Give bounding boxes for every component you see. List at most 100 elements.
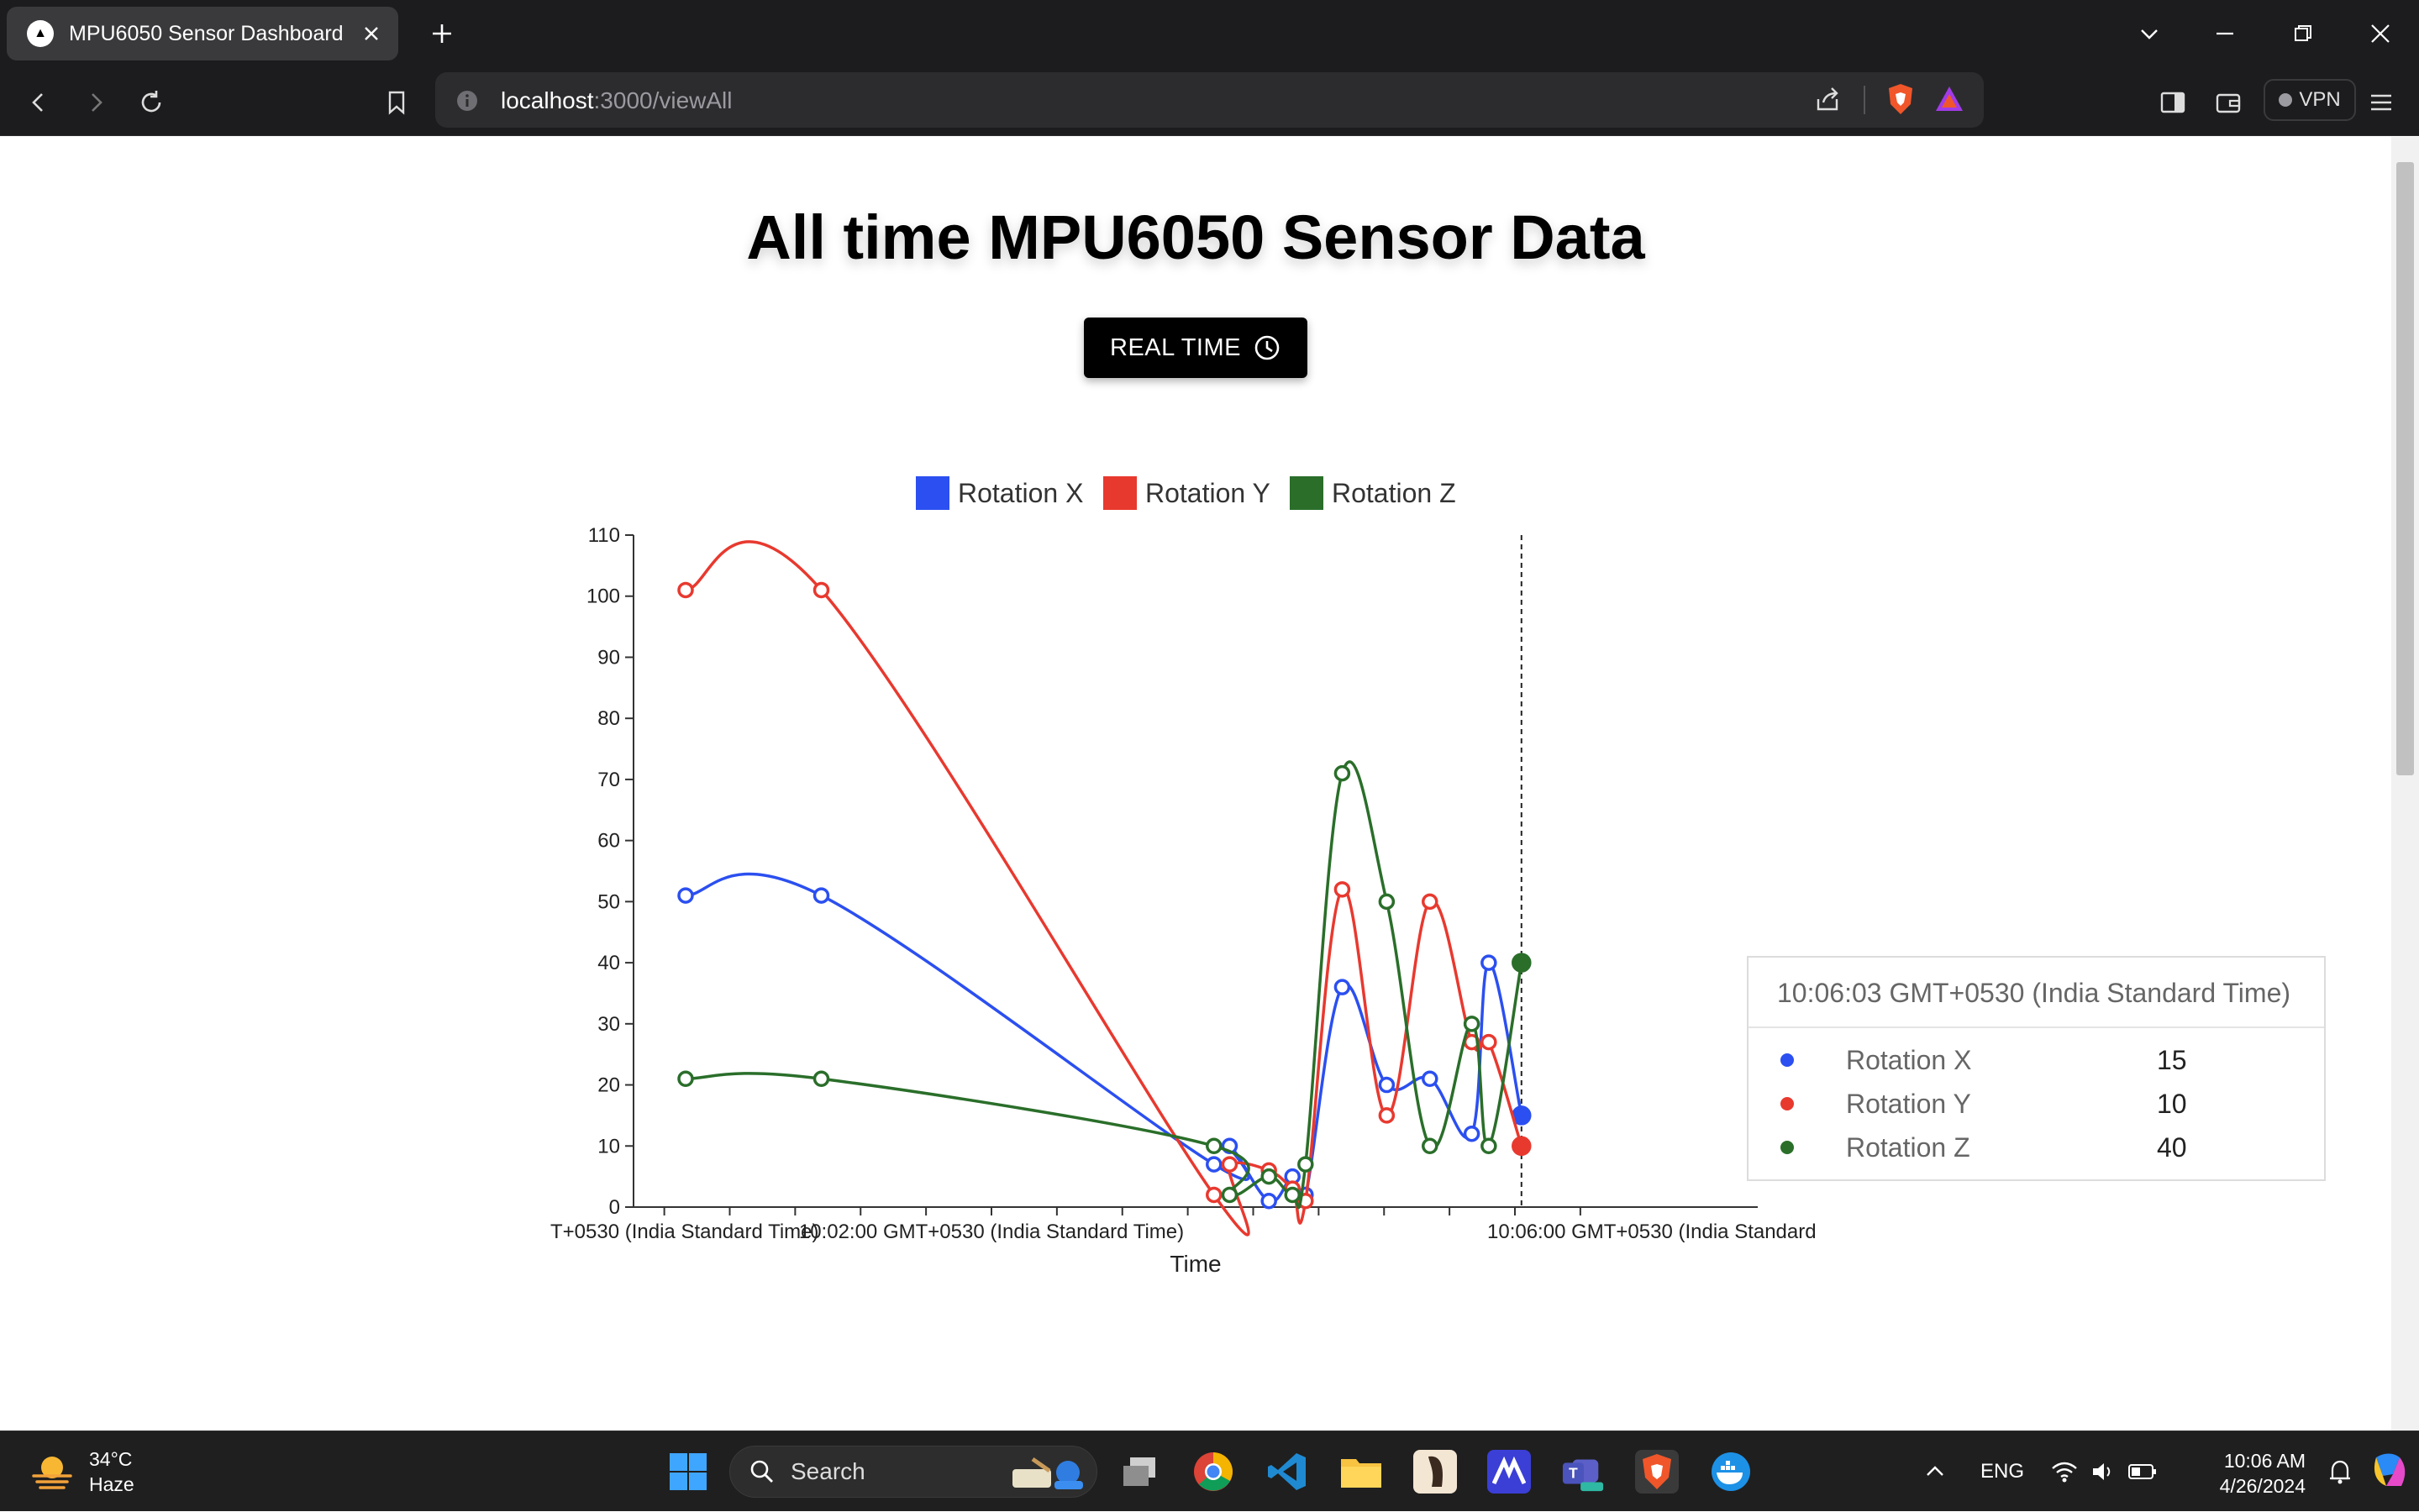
close-window-icon[interactable] [2360, 13, 2401, 54]
x-axis-label: Time [1170, 1251, 1221, 1277]
sidebar-icon[interactable] [2153, 82, 2193, 123]
active-data-point[interactable] [1512, 953, 1532, 973]
restore-icon[interactable] [2283, 13, 2323, 54]
data-point[interactable] [1333, 979, 1351, 995]
file-explorer-icon[interactable] [1339, 1450, 1383, 1494]
data-point[interactable] [677, 887, 694, 904]
data-point[interactable] [1206, 1137, 1223, 1155]
brave-shields-icon[interactable] [1885, 82, 1916, 120]
brave-rewards-icon[interactable] [1934, 84, 1964, 118]
volume-icon [2093, 1463, 2111, 1480]
data-point[interactable] [677, 1070, 694, 1088]
notification-bell-icon[interactable] [2327, 1431, 2353, 1512]
close-tab-icon[interactable] [355, 17, 388, 50]
url-path: :3000/viewAll [593, 87, 733, 113]
data-point[interactable] [1333, 881, 1351, 898]
show-hidden-icons-icon[interactable] [1924, 1431, 1946, 1512]
data-point[interactable] [812, 887, 830, 904]
wallet-icon[interactable] [2208, 82, 2248, 123]
back-button[interactable] [18, 82, 59, 123]
vpn-button[interactable]: VPN [2264, 79, 2356, 121]
address-bar[interactable]: localhost:3000/viewAll [435, 72, 1984, 128]
browser-tab[interactable]: ▲ MPU6050 Sensor Dashboard [7, 7, 398, 60]
chart-tooltip: 10:06:03 GMT+0530 (India Standard Time) … [1747, 956, 2326, 1181]
legend-label[interactable]: Rotation Z [1332, 478, 1456, 508]
x-tick-label: 10:02:00 GMT+0530 (India Standard Time) [799, 1221, 1184, 1243]
data-point[interactable] [1422, 1137, 1438, 1155]
menu-icon[interactable] [2361, 82, 2401, 123]
chrome-icon[interactable] [1191, 1450, 1235, 1494]
task-view-icon[interactable] [1117, 1450, 1161, 1494]
site-favicon-icon: ▲ [27, 20, 54, 47]
data-point[interactable] [677, 581, 694, 599]
tooltip-dot-icon [1780, 1097, 1794, 1110]
url-text[interactable]: localhost:3000/viewAll [501, 87, 733, 114]
data-point[interactable] [1378, 1107, 1396, 1124]
data-point[interactable] [1480, 954, 1497, 971]
data-point[interactable] [1480, 1137, 1497, 1155]
copilot-icon[interactable] [2368, 1431, 2410, 1512]
tooltip-series-value: 15 [2157, 1044, 2187, 1075]
data-point[interactable] [1422, 1070, 1438, 1088]
data-point[interactable] [812, 581, 830, 599]
minimize-icon[interactable] [2205, 13, 2245, 54]
search-icon [750, 1460, 773, 1483]
taskbar-clock[interactable]: 10:06 AM 4/26/2024 [2183, 1448, 2306, 1499]
share-icon[interactable] [1813, 86, 1842, 118]
tab-search-chevron-icon[interactable] [2129, 13, 2169, 54]
sensor-line-chart[interactable]: Rotation X Rotation Y Rotation Z 0 10 20 30 40 5… [462, 454, 2395, 1361]
series-line[interactable] [685, 760, 1523, 1210]
data-point[interactable] [1260, 1168, 1277, 1185]
tab-title: MPU6050 Sensor Dashboard [69, 21, 344, 45]
forward-button[interactable] [76, 82, 116, 123]
data-point[interactable] [1480, 1033, 1497, 1051]
reload-button[interactable] [131, 82, 171, 123]
legend-swatch[interactable] [1103, 476, 1137, 510]
tooltip-series-name: Rotation X [1846, 1044, 1972, 1075]
y-tick-label: 90 [597, 646, 620, 669]
data-point[interactable] [1206, 1186, 1223, 1204]
series-line[interactable] [685, 872, 1523, 1208]
language-indicator[interactable]: ENG [1980, 1460, 2025, 1483]
active-data-point[interactable] [1512, 1136, 1532, 1157]
site-info-icon[interactable] [455, 89, 479, 117]
data-point[interactable] [812, 1070, 830, 1088]
data-point[interactable] [1206, 1156, 1223, 1173]
data-point[interactable] [1284, 1186, 1301, 1204]
windows-start-icon[interactable] [666, 1450, 710, 1494]
data-point[interactable] [1463, 1125, 1480, 1142]
system-tray-quick-settings[interactable] [2050, 1431, 2158, 1512]
teams-icon[interactable]: T [1561, 1450, 1605, 1494]
taskbar-search[interactable]: Search [729, 1446, 1097, 1498]
maple-app-icon[interactable] [1487, 1450, 1531, 1494]
data-point[interactable] [1221, 1186, 1238, 1204]
new-tab-button[interactable] [422, 13, 462, 54]
tab-strip: ▲ MPU6050 Sensor Dashboard [0, 0, 2419, 67]
legend-label[interactable]: Rotation X [958, 478, 1083, 508]
weather-widget[interactable]: 34°C Haze [29, 1446, 134, 1497]
url-divider [1864, 86, 1865, 114]
data-point[interactable] [1463, 1016, 1480, 1032]
brave-browser-icon[interactable] [1635, 1450, 1679, 1494]
data-point[interactable] [1333, 764, 1351, 782]
data-point[interactable] [1221, 1156, 1238, 1173]
series-line[interactable] [685, 540, 1523, 1236]
legend-label[interactable]: Rotation Y [1145, 478, 1270, 508]
bookmark-icon[interactable] [376, 82, 417, 123]
notes-app-icon[interactable] [1413, 1450, 1457, 1494]
data-point[interactable] [1422, 893, 1438, 911]
scrollbar-thumb[interactable] [2396, 162, 2414, 775]
tooltip-series-name: Rotation Y [1846, 1088, 1971, 1119]
data-point[interactable] [1378, 1076, 1396, 1094]
docker-icon[interactable] [1709, 1450, 1753, 1494]
page-scrollbar[interactable] [2391, 137, 2419, 1431]
data-point[interactable] [1297, 1156, 1314, 1173]
vscode-icon[interactable] [1265, 1450, 1309, 1494]
data-point[interactable] [1260, 1192, 1277, 1210]
tooltip-series-value: 40 [2157, 1131, 2187, 1163]
y-tick-label: 40 [597, 952, 620, 974]
legend-swatch[interactable] [1290, 476, 1323, 510]
legend-swatch[interactable] [916, 476, 949, 510]
data-point[interactable] [1378, 893, 1396, 911]
real-time-button[interactable]: REAL TIME [1084, 318, 1307, 378]
